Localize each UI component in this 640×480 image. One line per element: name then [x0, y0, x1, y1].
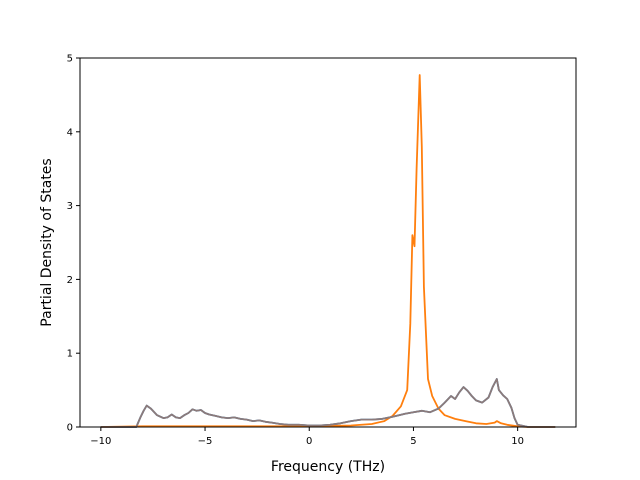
y-tick-label: 3	[67, 201, 73, 212]
x-tick-label: 10	[511, 436, 524, 447]
y-tick-label: 5	[67, 54, 73, 65]
x-tick-label: 0	[306, 436, 312, 447]
x-axis-label: Frequency (THz)	[271, 459, 385, 475]
x-axis: −10 −5 0 5 10	[90, 427, 524, 447]
y-tick-label: 0	[67, 423, 73, 434]
y-tick-label: 2	[67, 275, 73, 286]
series-line-2	[100, 74, 556, 428]
series-line-3	[100, 378, 556, 428]
series-layer	[100, 74, 556, 428]
x-tick-label: −5	[198, 436, 213, 447]
x-tick-label: 5	[410, 436, 416, 447]
y-axis: 0 1 2 3 4 5	[67, 54, 80, 434]
y-axis-label: Partial Density of States	[39, 158, 55, 326]
plot-frame	[79, 57, 577, 428]
y-tick-label: 1	[67, 349, 73, 360]
x-tick-label: −10	[90, 436, 111, 447]
y-tick-label: 4	[67, 127, 73, 138]
